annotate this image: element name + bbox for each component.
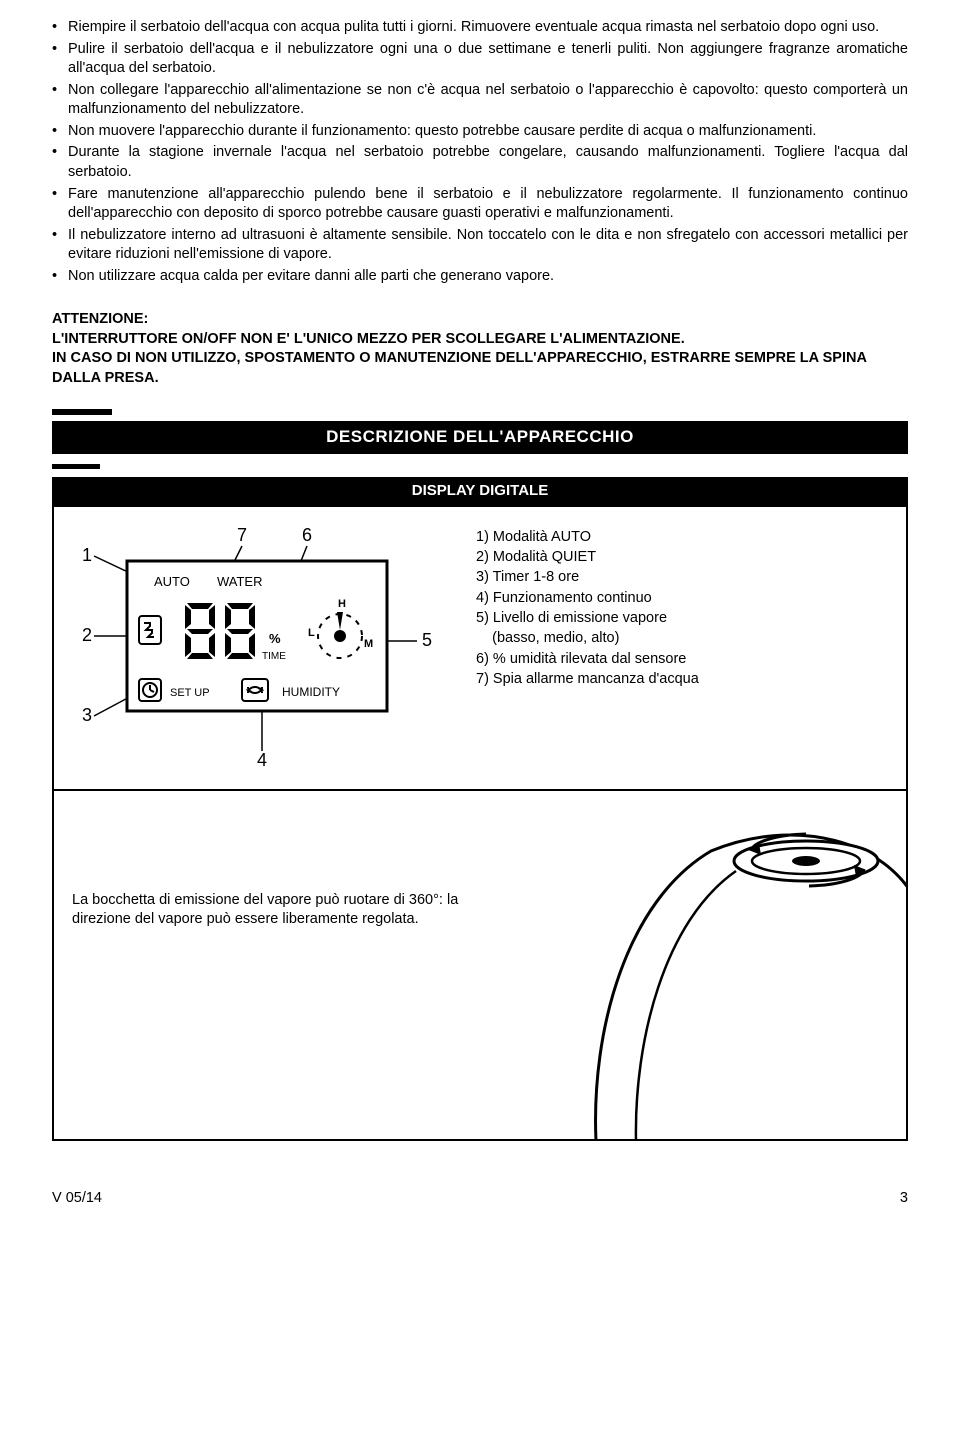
bullet-item: Pulire il serbatoio dell'acqua e il nebu… <box>52 40 908 79</box>
bullet-item: Il nebulizzatore interno ad ultrasuoni è… <box>52 226 908 265</box>
callout-3: 3 <box>82 705 92 725</box>
footer-version: V 05/14 <box>52 1189 102 1209</box>
legend-item: (basso, medio, alto) <box>476 628 699 648</box>
sub-divider <box>52 464 100 469</box>
bullet-item: Non muovere l'apparecchio durante il fun… <box>52 122 908 142</box>
callout-1: 1 <box>82 545 92 565</box>
attention-title: ATTENZIONE: <box>52 310 908 330</box>
page-footer: V 05/14 3 <box>52 1189 908 1209</box>
bullet-item: Non collegare l'apparecchio all'alimenta… <box>52 81 908 120</box>
attention-block: ATTENZIONE: L'INTERRUTTORE ON/OFF NON E'… <box>52 310 908 388</box>
callout-2: 2 <box>82 625 92 645</box>
footer-page-number: 3 <box>900 1189 908 1209</box>
display-legend: 1) Modalità AUTO 2) Modalità QUIET 3) Ti… <box>476 521 699 771</box>
legend-item: 2) Modalità QUIET <box>476 547 699 567</box>
display-section: 1 2 3 4 5 6 7 AUTO WATER <box>52 505 908 791</box>
legend-item: 3) Timer 1-8 ore <box>476 567 699 587</box>
callout-7: 7 <box>237 525 247 545</box>
legend-item: 4) Funzionamento continuo <box>476 588 699 608</box>
lcd-h: H <box>338 598 346 610</box>
rotate-text: La bocchetta di emissione del vapore può… <box>72 851 480 1139</box>
lcd-auto: AUTO <box>154 574 190 589</box>
legend-item: 7) Spia allarme mancanza d'acqua <box>476 669 699 689</box>
lcd-percent: % <box>269 631 281 646</box>
rotate-section: La bocchetta di emissione del vapore può… <box>52 791 908 1141</box>
section-header: DESCRIZIONE DELL'APPARECCHIO <box>52 421 908 454</box>
attention-line: IN CASO DI NON UTILIZZO, SPOSTAMENTO O M… <box>52 349 908 388</box>
instruction-list: Riempire il serbatoio dell'acqua con acq… <box>52 18 908 286</box>
legend-item: 5) Livello di emissione vapore <box>476 608 699 628</box>
bullet-item: Riempire il serbatoio dell'acqua con acq… <box>52 18 908 38</box>
lcd-m: M <box>364 638 373 650</box>
bullet-item: Durante la stagione invernale l'acqua ne… <box>52 143 908 182</box>
bullet-item: Non utilizzare acqua calda per evitare d… <box>52 267 908 287</box>
callout-5: 5 <box>422 630 432 650</box>
callout-4: 4 <box>257 750 267 770</box>
lcd-l: L <box>308 627 315 639</box>
bullet-item: Fare manutenzione all'apparecchio pulend… <box>52 185 908 224</box>
callout-6: 6 <box>302 525 312 545</box>
lcd-setup: SET UP <box>170 687 210 699</box>
lcd-humidity: HUMIDITY <box>282 685 340 699</box>
legend-item: 6) % umidità rilevata dal sensore <box>476 649 699 669</box>
device-illustration <box>480 851 888 1139</box>
lcd-water: WATER <box>217 574 263 589</box>
legend-item: 1) Modalità AUTO <box>476 527 699 547</box>
lcd-time: TIME <box>262 651 286 662</box>
section-divider <box>52 409 112 415</box>
sub-header: DISPLAY DIGITALE <box>52 477 908 505</box>
display-diagram: 1 2 3 4 5 6 7 AUTO WATER <box>72 521 452 771</box>
attention-line: L'INTERRUTTORE ON/OFF NON E' L'UNICO MEZ… <box>52 330 908 350</box>
